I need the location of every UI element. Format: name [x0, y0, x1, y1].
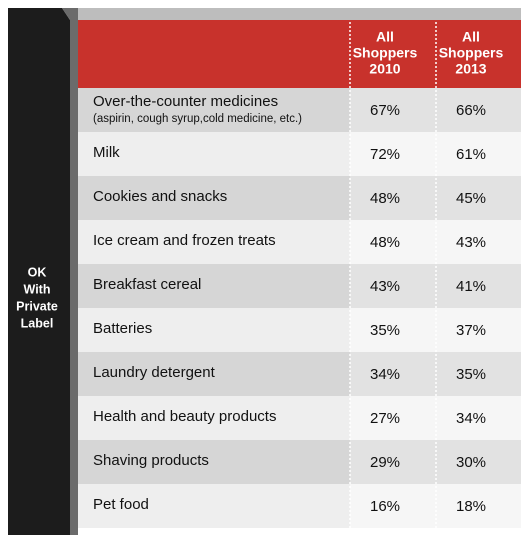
- cell-value: 35%: [456, 366, 486, 383]
- cell-value: 66%: [456, 102, 486, 119]
- cell-value: 43%: [456, 234, 486, 251]
- column-header: All: [462, 29, 480, 45]
- row-label: Shaving products: [93, 452, 209, 469]
- row-label: Breakfast cereal: [93, 276, 201, 293]
- column-header: 2013: [455, 61, 486, 77]
- row-label: Ice cream and frozen treats: [93, 232, 276, 249]
- row-label: Laundry detergent: [93, 364, 216, 381]
- sidebar: [8, 8, 70, 535]
- cell-value: 27%: [370, 410, 400, 427]
- cell-value: 48%: [370, 234, 400, 251]
- sidebar-label: OK: [28, 265, 47, 279]
- cell-value: 30%: [456, 454, 486, 471]
- cell-value: 61%: [456, 146, 486, 163]
- cell-value: 37%: [456, 322, 486, 339]
- cell-value: 16%: [370, 498, 400, 515]
- cell-value: 34%: [370, 366, 400, 383]
- cell-value: 29%: [370, 454, 400, 471]
- sidebar-label: With: [24, 282, 51, 296]
- row-label: Over-the-counter medicines: [93, 93, 278, 110]
- cell-value: 35%: [370, 322, 400, 339]
- row-label: Batteries: [93, 320, 152, 337]
- header: [78, 20, 521, 88]
- top-edge: [70, 8, 521, 20]
- sidebar-label: Private: [16, 299, 58, 313]
- row-label: Pet food: [93, 496, 149, 513]
- cell-value: 48%: [370, 190, 400, 207]
- row-note: (aspirin, cough syrup,cold medicine, etc…: [93, 113, 302, 125]
- cell-value: 67%: [370, 102, 400, 119]
- cell-value: 45%: [456, 190, 486, 207]
- cell-value: 18%: [456, 498, 486, 515]
- column-header: 2010: [369, 61, 400, 77]
- sidebar-label: Label: [21, 316, 54, 330]
- row-label: Health and beauty products: [93, 408, 276, 425]
- cell-value: 41%: [456, 278, 486, 295]
- cell-value: 72%: [370, 146, 400, 163]
- cell-value: 43%: [370, 278, 400, 295]
- row-label: Milk: [93, 144, 120, 161]
- column-header: Shoppers: [353, 45, 418, 61]
- column-header: All: [376, 29, 394, 45]
- cell-value: 34%: [456, 410, 486, 427]
- sidebar-edge: [62, 8, 78, 535]
- column-header: Shoppers: [439, 45, 504, 61]
- row-label: Cookies and snacks: [93, 188, 227, 205]
